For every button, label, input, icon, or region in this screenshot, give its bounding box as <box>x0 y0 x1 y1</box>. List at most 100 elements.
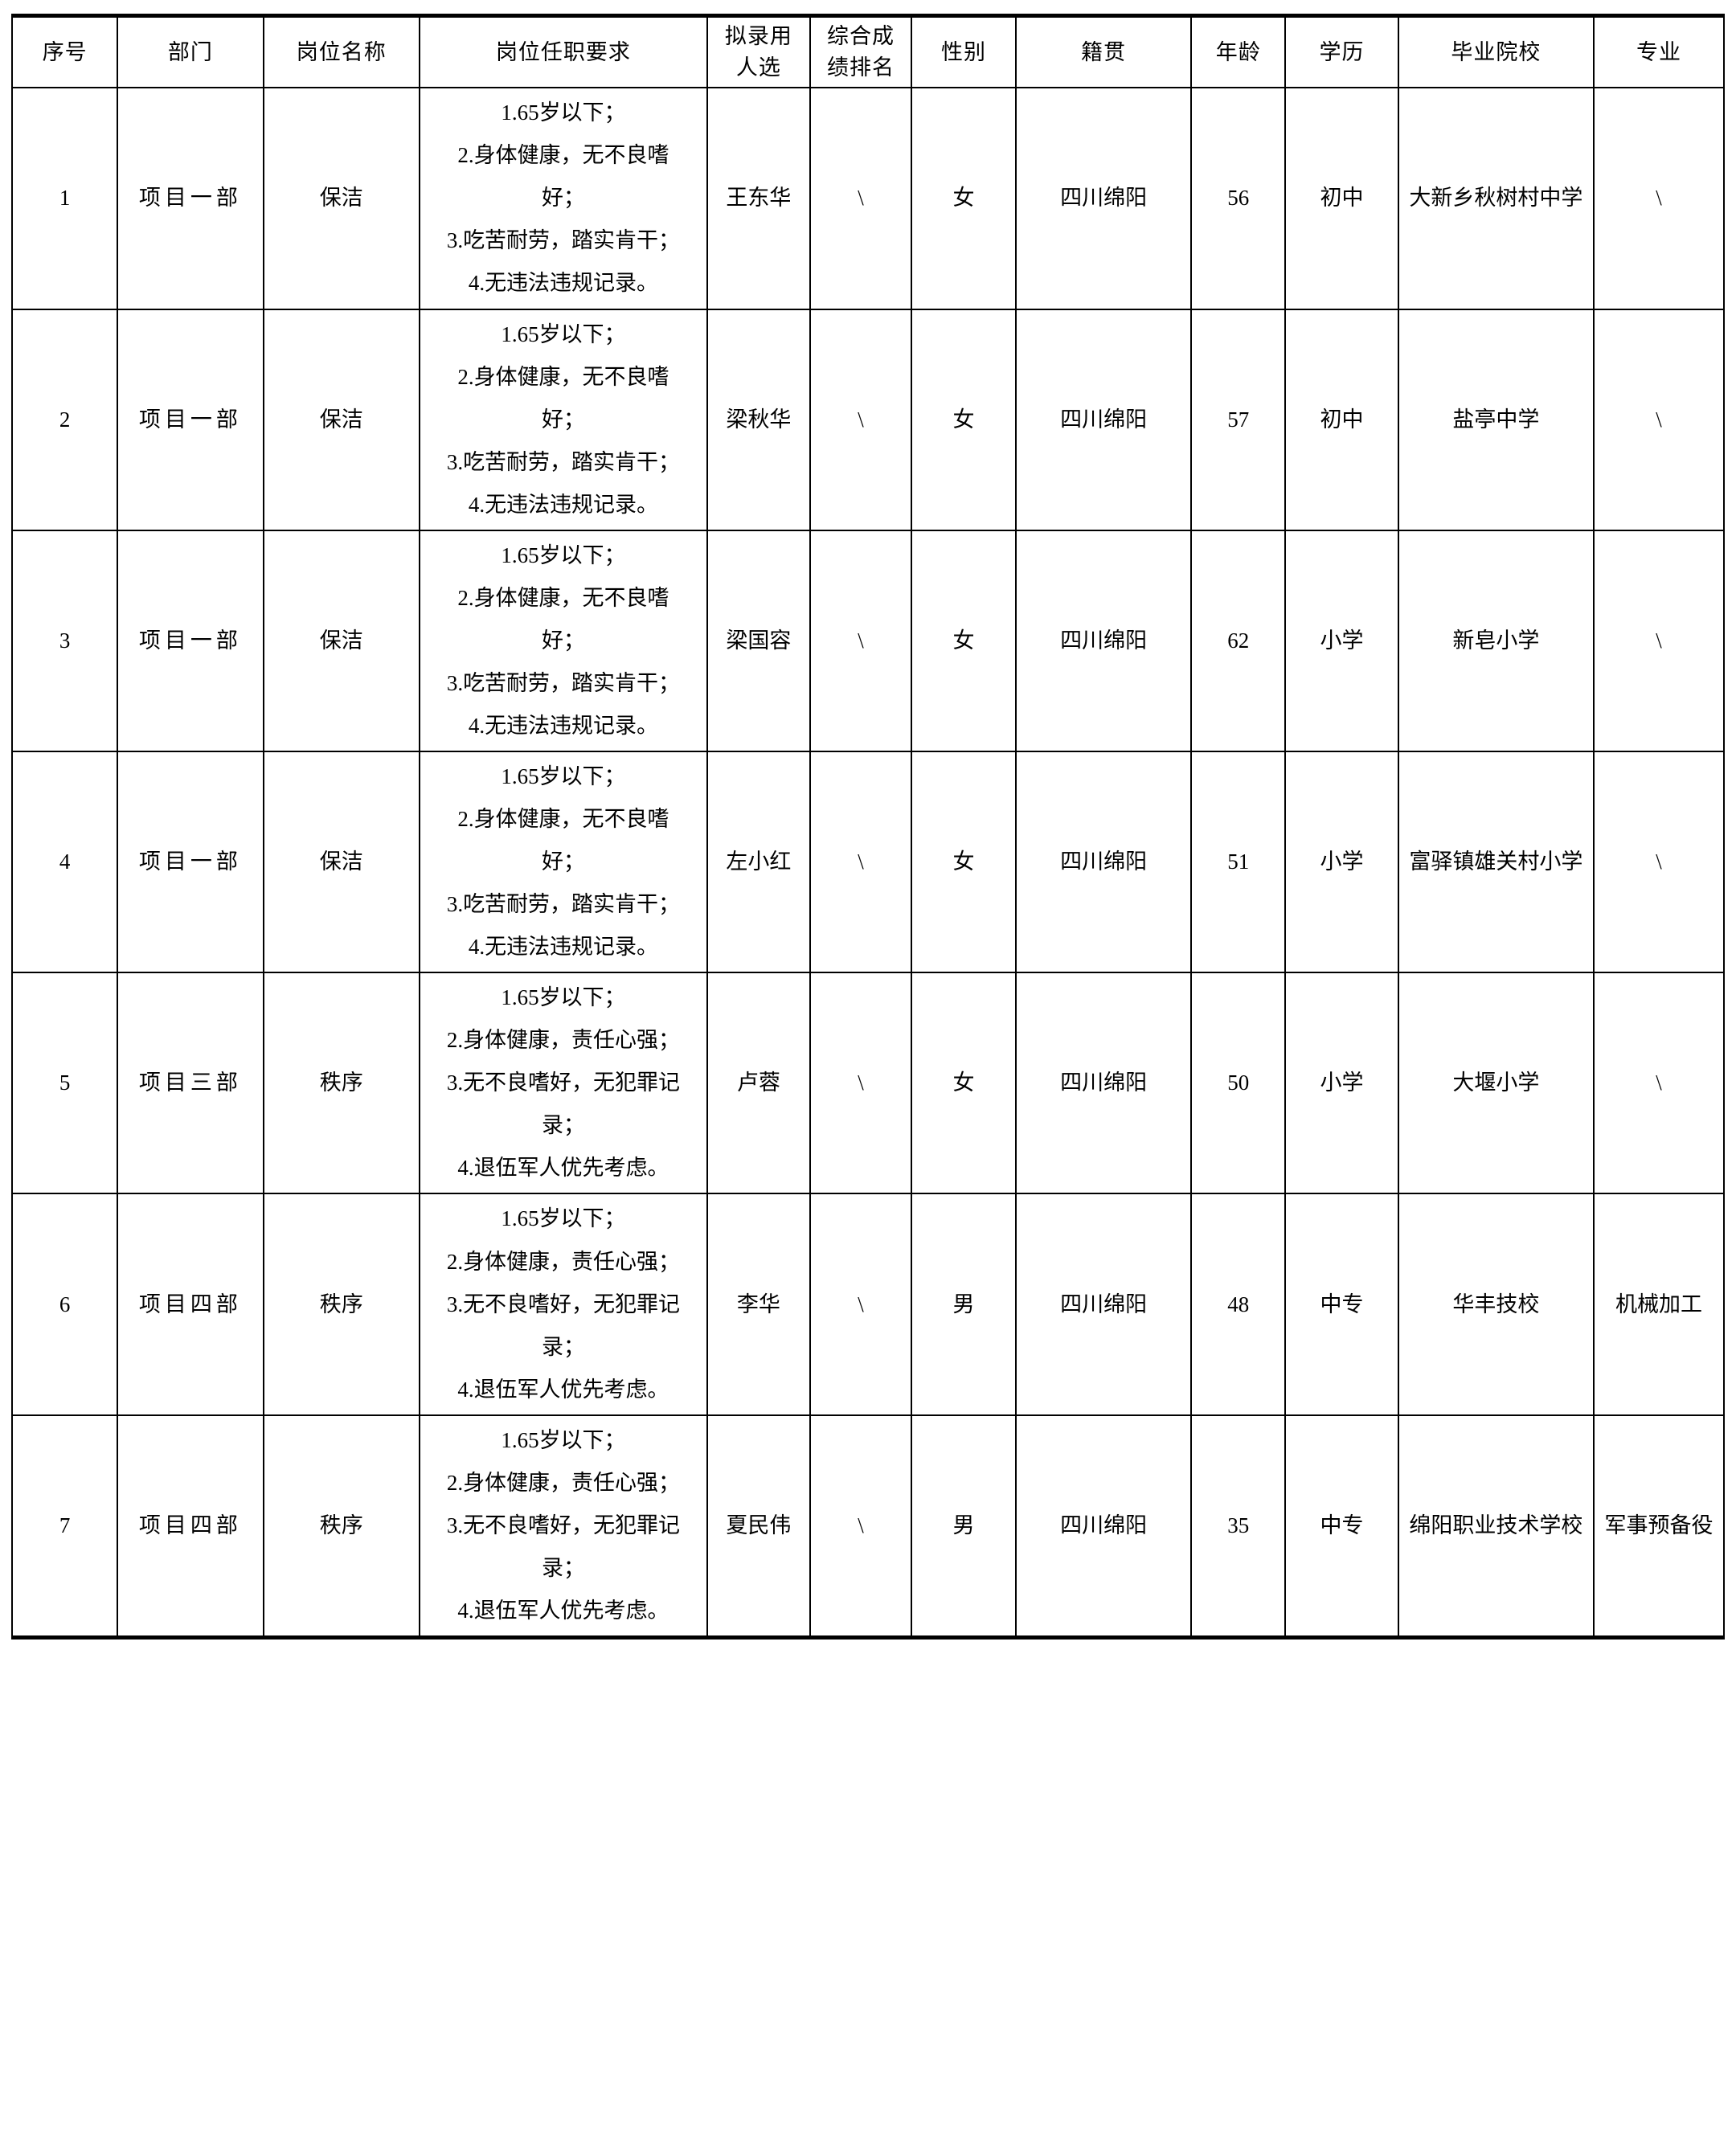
requirement-line: 录； <box>541 1113 585 1138</box>
cell-age: 56 <box>1190 87 1287 310</box>
table-row: 2 项目一部 保洁 1.65岁以下； 2.身体健康，无不良嗜 好； 3.吃苦耐劳，踏实肯干；… <box>10 308 1726 531</box>
cell-education: 小学 <box>1284 529 1399 752</box>
cell-gender: 女 <box>911 529 1017 752</box>
cell-index: 5 <box>10 972 119 1195</box>
cell-candidate: 李华 <box>706 1193 811 1416</box>
cell-education: 小学 <box>1284 750 1399 974</box>
column-header-major: 专业 <box>1592 14 1726 89</box>
requirement-line: 4.无违法违规记录。 <box>468 713 659 738</box>
requirement-line: 1.65岁以下； <box>501 1206 626 1231</box>
requirement-line: 2.身体健康，责任心强； <box>446 1470 681 1495</box>
cell-candidate: 左小红 <box>706 750 811 974</box>
cell-post_name: 保洁 <box>262 87 420 310</box>
requirement-line: 1.65岁以下； <box>501 321 626 346</box>
cell-rank: \ <box>809 972 913 1195</box>
requirement-line: 录； <box>541 1555 585 1580</box>
requirement-line: 1.65岁以下； <box>501 985 626 1010</box>
cell-major: \ <box>1592 87 1726 310</box>
requirement-line: 1.65岁以下； <box>501 763 626 788</box>
cell-rank: \ <box>809 1193 913 1416</box>
requirement-line: 4.无违法违规记录。 <box>468 935 659 960</box>
column-header-rank: 综合成 绩排名 <box>809 14 913 89</box>
column-header-origin: 籍贯 <box>1014 14 1193 89</box>
table-row: 7 项目四部 秩序 1.65岁以下； 2.身体健康，责任心强； 3.无不良嗜好，无犯罪记录… <box>10 1414 1726 1640</box>
cell-department: 项目一部 <box>117 750 264 974</box>
column-header-gender: 性别 <box>911 14 1017 89</box>
cell-department: 项目一部 <box>117 308 264 531</box>
cell-major: \ <box>1592 750 1726 974</box>
cell-post_name: 秩序 <box>262 972 420 1195</box>
cell-index: 4 <box>10 750 119 974</box>
cell-education: 中专 <box>1284 1193 1399 1416</box>
table-header-row: 序号 部门 岗位名称 岗位任职要求 拟录用 人选 综合成 绩排名 性别 籍贯 年… <box>10 14 1726 89</box>
recruitment-candidates-table: 序号 部门 岗位名称 岗位任职要求 拟录用 人选 综合成 绩排名 性别 籍贯 年… <box>10 14 1726 1640</box>
requirement-line: 录； <box>541 1334 585 1359</box>
cell-origin: 四川绵阳 <box>1014 529 1193 752</box>
cell-education: 初中 <box>1284 308 1399 531</box>
cell-rank: \ <box>809 1414 913 1640</box>
cell-department: 项目三部 <box>117 972 264 1195</box>
cell-gender: 女 <box>911 750 1017 974</box>
requirement-line: 2.身体健康，责任心强； <box>446 1249 681 1274</box>
requirement-line: 4.无违法违规记录。 <box>468 492 659 517</box>
cell-department: 项目四部 <box>117 1414 264 1640</box>
column-header-rank-line2: 绩排名 <box>827 55 895 80</box>
cell-index: 2 <box>10 308 119 531</box>
cell-origin: 四川绵阳 <box>1014 1193 1193 1416</box>
cell-post_name: 保洁 <box>262 308 420 531</box>
cell-rank: \ <box>809 529 913 752</box>
cell-index: 3 <box>10 529 119 752</box>
cell-school: 新皂小学 <box>1397 529 1595 752</box>
column-header-candidate: 拟录用 人选 <box>706 14 811 89</box>
cell-school: 大新乡秋树村中学 <box>1397 87 1595 310</box>
table-row: 6 项目四部 秩序 1.65岁以下； 2.身体健康，责任心强； 3.无不良嗜好，无犯罪记录… <box>10 1193 1726 1416</box>
cell-candidate: 夏民伟 <box>706 1414 811 1640</box>
requirement-line: 4.退伍军人优先考虑。 <box>457 1377 669 1402</box>
requirement-line: 2.身体健康，无不良嗜 <box>457 585 669 610</box>
cell-origin: 四川绵阳 <box>1014 87 1193 310</box>
column-header-age: 年龄 <box>1190 14 1287 89</box>
cell-post-requirement: 1.65岁以下； 2.身体健康，无不良嗜 好； 3.吃苦耐劳，踏实肯干； 4.无违法违规… <box>418 529 708 752</box>
requirement-line: 3.无不良嗜好，无犯罪记 <box>446 1070 681 1095</box>
cell-major: 军事预备役 <box>1592 1414 1726 1640</box>
cell-rank: \ <box>809 308 913 531</box>
cell-school: 绵阳职业技术学校 <box>1397 1414 1595 1640</box>
cell-age: 62 <box>1190 529 1287 752</box>
cell-major: \ <box>1592 529 1726 752</box>
cell-age: 50 <box>1190 972 1287 1195</box>
table-row: 3 项目一部 保洁 1.65岁以下； 2.身体健康，无不良嗜 好； 3.吃苦耐劳，踏实肯干；… <box>10 529 1726 752</box>
table-row: 5 项目三部 秩序 1.65岁以下； 2.身体健康，责任心强； 3.无不良嗜好，无犯罪记录… <box>10 972 1726 1195</box>
cell-post_name: 秩序 <box>262 1193 420 1416</box>
cell-major: \ <box>1592 972 1726 1195</box>
cell-education: 小学 <box>1284 972 1399 1195</box>
requirement-line: 2.身体健康，无不良嗜 <box>457 364 669 389</box>
cell-index: 1 <box>10 87 119 310</box>
cell-post-requirement: 1.65岁以下； 2.身体健康，责任心强； 3.无不良嗜好，无犯罪记 录； 4.退伍军人… <box>418 972 708 1195</box>
requirement-line: 2.身体健康，无不良嗜 <box>457 143 669 168</box>
cell-post_name: 保洁 <box>262 750 420 974</box>
cell-index: 6 <box>10 1193 119 1416</box>
table-body: 1 项目一部 保洁 1.65岁以下； 2.身体健康，无不良嗜 好； 3.吃苦耐劳，踏实肯干；… <box>10 87 1726 1640</box>
cell-major: \ <box>1592 308 1726 531</box>
requirement-line: 好； <box>541 628 585 653</box>
column-header-rank-line1: 综合成 <box>827 24 895 48</box>
cell-education: 初中 <box>1284 87 1399 310</box>
table-header: 序号 部门 岗位名称 岗位任职要求 拟录用 人选 综合成 绩排名 性别 籍贯 年… <box>10 14 1726 89</box>
requirement-line: 3.吃苦耐劳，踏实肯干； <box>446 670 681 695</box>
requirement-line: 4.退伍军人优先考虑。 <box>457 1598 669 1623</box>
requirement-line: 3.吃苦耐劳，踏实肯干； <box>446 892 681 917</box>
column-header-candidate-line2: 人选 <box>735 55 781 80</box>
requirement-line: 1.65岁以下； <box>501 1427 626 1452</box>
table-row: 1 项目一部 保洁 1.65岁以下； 2.身体健康，无不良嗜 好； 3.吃苦耐劳，踏实肯干；… <box>10 87 1726 310</box>
requirement-line: 好； <box>541 407 585 432</box>
cell-gender: 男 <box>911 1193 1017 1416</box>
column-header-post-requirement: 岗位任职要求 <box>418 14 708 89</box>
table-row: 4 项目一部 保洁 1.65岁以下； 2.身体健康，无不良嗜 好； 3.吃苦耐劳，踏实肯干；… <box>10 750 1726 974</box>
requirement-line: 3.吃苦耐劳，踏实肯干； <box>446 449 681 474</box>
requirement-line: 4.退伍军人优先考虑。 <box>457 1156 669 1181</box>
cell-school: 盐亭中学 <box>1397 308 1595 531</box>
cell-post-requirement: 1.65岁以下； 2.身体健康，责任心强； 3.无不良嗜好，无犯罪记 录； 4.退伍军人… <box>418 1193 708 1416</box>
column-header-candidate-line1: 拟录用 <box>724 24 792 48</box>
requirement-line: 2.身体健康，责任心强； <box>446 1028 681 1053</box>
cell-origin: 四川绵阳 <box>1014 972 1193 1195</box>
